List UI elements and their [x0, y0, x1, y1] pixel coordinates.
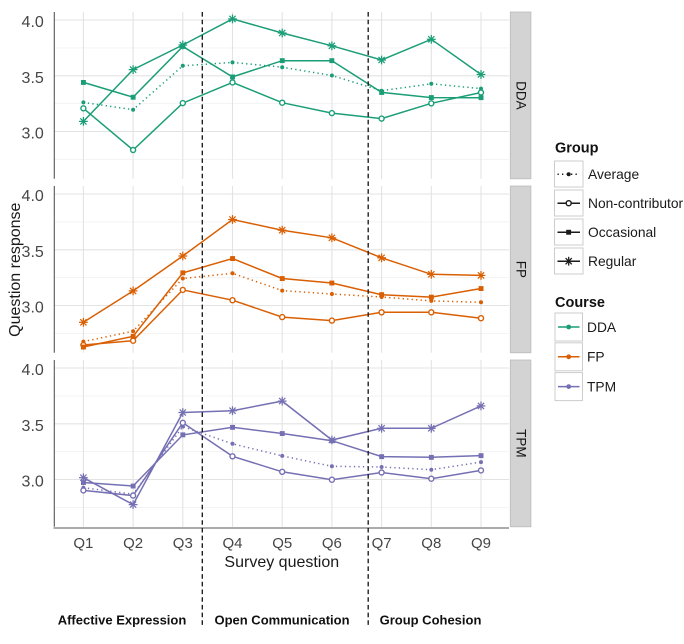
- svg-text:FP: FP: [514, 261, 529, 278]
- svg-text:Q8: Q8: [421, 535, 441, 552]
- svg-text:Regular: Regular: [588, 254, 637, 269]
- svg-text:Average: Average: [588, 167, 639, 182]
- svg-text:Course: Course: [555, 295, 605, 311]
- svg-text:DDA: DDA: [514, 81, 529, 110]
- svg-text:Group Cohesion: Group Cohesion: [380, 613, 482, 628]
- svg-text:Affective Expression: Affective Expression: [58, 613, 187, 628]
- svg-text:3.5: 3.5: [22, 244, 44, 261]
- svg-text:4.0: 4.0: [22, 188, 44, 205]
- svg-text:Non-contributor: Non-contributor: [588, 196, 683, 211]
- svg-text:TPM: TPM: [514, 429, 529, 458]
- svg-text:Occasional: Occasional: [588, 225, 656, 240]
- svg-text:3.0: 3.0: [22, 126, 44, 143]
- svg-text:3.5: 3.5: [22, 70, 44, 87]
- svg-text:3.5: 3.5: [22, 418, 44, 435]
- svg-text:Q7: Q7: [372, 535, 392, 552]
- svg-text:Group: Group: [555, 140, 599, 156]
- svg-text:3.0: 3.0: [22, 300, 44, 317]
- svg-text:TPM: TPM: [587, 379, 616, 394]
- svg-text:Q6: Q6: [322, 535, 342, 552]
- svg-text:Q9: Q9: [471, 535, 491, 552]
- svg-text:Open Communication: Open Communication: [214, 613, 349, 628]
- svg-text:Q1: Q1: [73, 535, 93, 552]
- svg-text:FP: FP: [587, 350, 605, 365]
- svg-text:4.0: 4.0: [22, 362, 44, 379]
- svg-text:Survey question: Survey question: [224, 554, 339, 571]
- svg-text:Q3: Q3: [173, 535, 193, 552]
- svg-text:4.0: 4.0: [22, 14, 44, 31]
- svg-text:Question response: Question response: [7, 202, 24, 336]
- svg-text:DDA: DDA: [587, 320, 617, 335]
- svg-text:Q4: Q4: [222, 535, 242, 552]
- svg-text:Q2: Q2: [123, 535, 143, 552]
- svg-text:3.0: 3.0: [22, 474, 44, 491]
- svg-text:Q5: Q5: [272, 535, 292, 552]
